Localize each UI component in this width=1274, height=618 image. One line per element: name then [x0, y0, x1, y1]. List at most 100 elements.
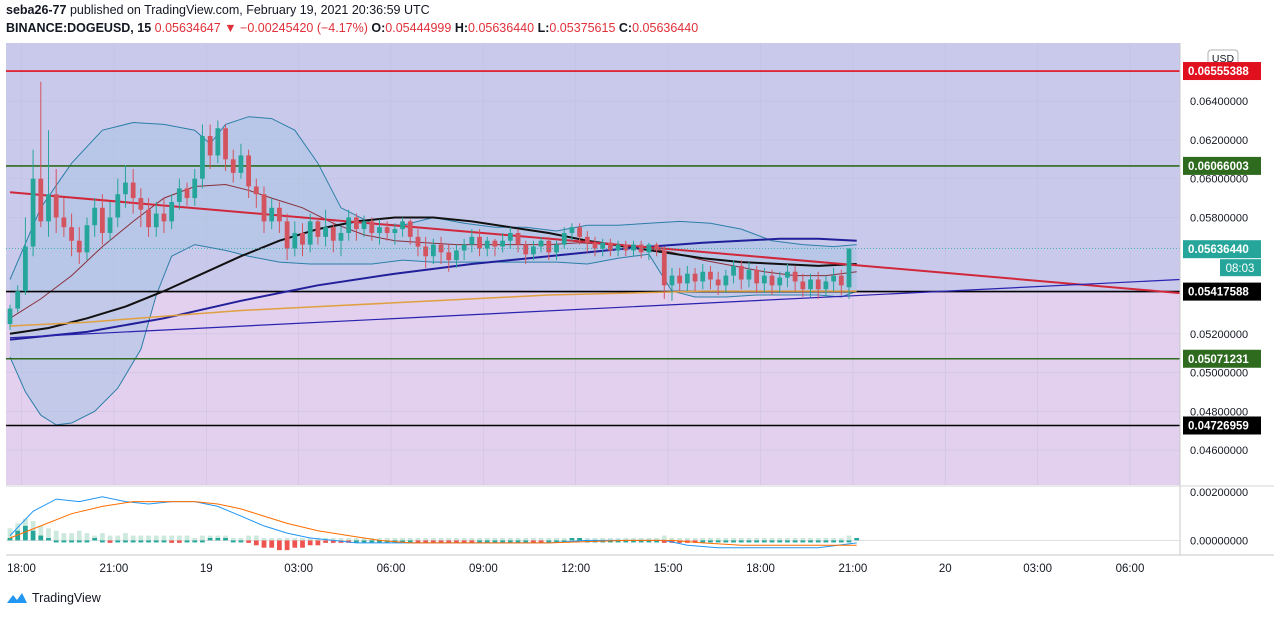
macd-hist-bar — [723, 540, 729, 543]
candle-body — [777, 277, 783, 286]
macd-hist-bar — [731, 540, 736, 543]
candle-body — [338, 232, 344, 241]
macd-volume-bar — [138, 535, 144, 541]
macd-hist-bar — [831, 540, 837, 543]
macd-hist-bar — [284, 540, 290, 551]
macd-hist-bar — [800, 540, 806, 543]
candle-body — [661, 250, 667, 286]
candle-body — [831, 275, 837, 282]
macd-hist-bar — [99, 540, 105, 543]
macd-volume-bar — [461, 538, 467, 541]
y-tick-label-3: 0.05800000 — [1190, 212, 1248, 224]
candle-body — [569, 227, 575, 233]
candle-body — [323, 227, 328, 237]
candle-body — [785, 271, 790, 278]
macd-volume-bar — [353, 538, 359, 541]
macd-hist-bar — [300, 540, 305, 548]
macd-hist-bar — [169, 540, 175, 543]
candle-body — [715, 279, 721, 286]
candle-body — [561, 232, 567, 245]
macd-volume-bar — [246, 535, 252, 541]
candle-body — [577, 227, 582, 237]
candle-body — [153, 213, 159, 228]
macd-hist-bar — [192, 540, 198, 543]
candle-body — [184, 188, 190, 199]
macd-volume-bar — [507, 538, 513, 541]
macd-hist-bar — [15, 530, 21, 541]
macd-volume-bar — [238, 538, 244, 541]
macd-hist-bar — [400, 540, 405, 543]
macd-volume-bar — [107, 535, 113, 541]
macd-volume-bar — [654, 538, 659, 541]
macd-hist-bar — [184, 540, 190, 543]
macd-hist-bar — [438, 540, 444, 543]
macd-volume-bar — [407, 538, 413, 541]
candle-body — [492, 240, 498, 247]
candle-body — [215, 128, 221, 156]
x-tick-label-3: 03:00 — [284, 563, 313, 575]
candle-body — [207, 136, 213, 156]
candle-body — [600, 242, 606, 249]
macd-volume-bar — [838, 538, 844, 541]
candle-body — [484, 240, 490, 249]
macd-volume-bar — [646, 538, 652, 541]
y-tick-label-0: 0.06400000 — [1190, 96, 1248, 108]
candle-body — [138, 198, 144, 210]
author-name[interactable]: seba26-77 — [6, 3, 67, 17]
candle-body — [538, 240, 544, 247]
macd-volume-bar — [623, 538, 629, 541]
candle-body — [361, 221, 367, 230]
candle-body — [384, 227, 390, 233]
candle-body — [669, 275, 675, 286]
macd-hist-bar — [708, 540, 713, 543]
price-pane — [6, 70, 1180, 427]
candle-body — [146, 209, 151, 228]
low-value: 0.05375615 — [549, 21, 616, 35]
price-label-0: 0.06555388 — [1188, 66, 1249, 78]
symbol-label[interactable]: BINANCE:DOGEUSD, 15 — [6, 21, 152, 35]
candle-body — [746, 269, 752, 280]
candle-body — [454, 250, 459, 261]
macd-hist-bar — [654, 540, 659, 543]
candle-body — [700, 271, 706, 282]
macd-hist-bar — [146, 540, 151, 543]
candle-body — [846, 248, 852, 288]
candle-body — [192, 178, 198, 199]
x-tick-label-9: 21:00 — [838, 563, 867, 575]
candle-body — [107, 217, 113, 233]
macd-volume-bar — [669, 538, 675, 541]
macd-volume-bar — [554, 538, 559, 541]
candle-body — [477, 236, 482, 249]
tradingview-footer[interactable]: TradingView — [6, 590, 101, 606]
macd-volume-bar — [538, 538, 544, 541]
candle-body — [754, 269, 760, 284]
macd-hist-bar — [823, 540, 829, 543]
macd-hist-bar — [161, 540, 167, 543]
macd-volume-bar — [123, 533, 128, 541]
macd-hist-bar — [92, 538, 98, 541]
candle-body — [761, 275, 767, 284]
candle-body — [53, 194, 59, 218]
macd-volume-bar — [438, 538, 444, 541]
price-label-box-0 — [1183, 62, 1261, 81]
macd-volume-bar — [785, 538, 790, 541]
macd-hist-bar — [777, 540, 783, 543]
x-tick-label-10: 20 — [939, 563, 952, 575]
candle-body — [223, 128, 228, 160]
candle-body — [769, 275, 775, 286]
candle-body — [446, 252, 452, 261]
macd-hist-bar — [30, 530, 36, 541]
macd-hist-bar — [454, 540, 459, 543]
macd-volume-bar — [700, 538, 706, 541]
macd-hist-bar — [277, 540, 282, 551]
countdown-box — [1220, 259, 1261, 277]
macd-volume-bar — [723, 538, 729, 541]
macd-hist-bar — [638, 540, 644, 543]
candle-body — [161, 213, 167, 222]
macd-volume-bar — [692, 538, 698, 541]
candle-body — [507, 232, 513, 241]
candle-body — [815, 279, 821, 290]
candle-body — [130, 182, 136, 199]
candle-body — [415, 236, 421, 247]
